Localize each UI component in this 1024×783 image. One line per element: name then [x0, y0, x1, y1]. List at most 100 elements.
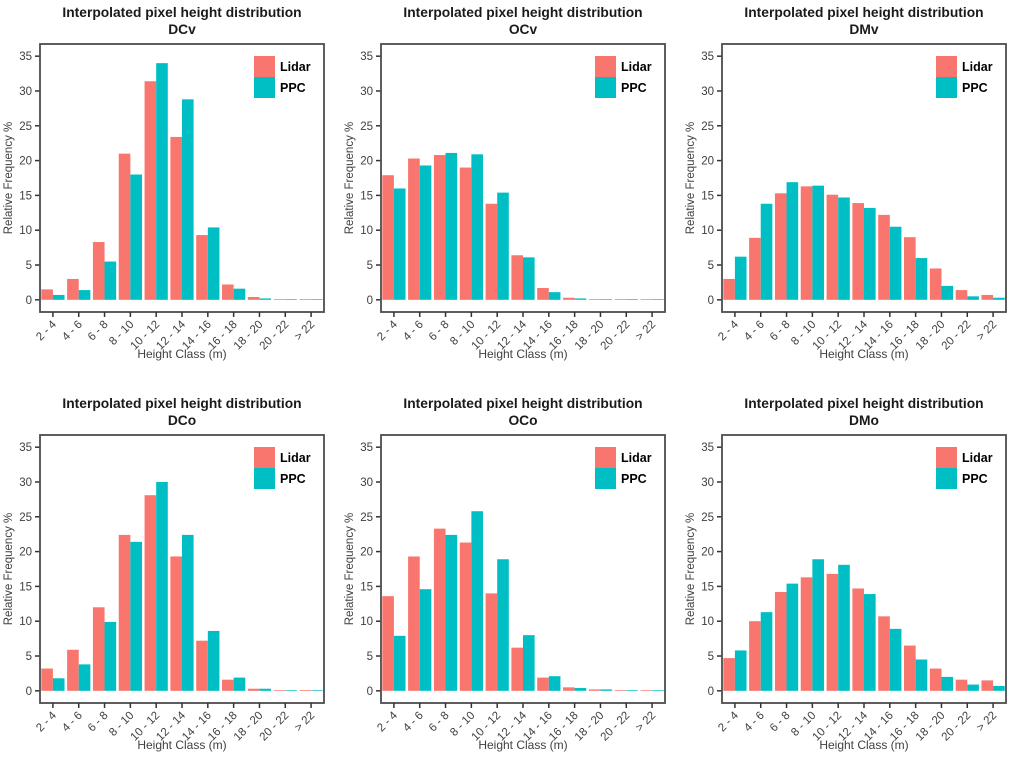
bar-lidar	[826, 194, 839, 300]
bar-ppc	[889, 226, 902, 300]
bar-lidar	[299, 690, 312, 691]
y-tick-label: 30	[701, 86, 714, 98]
x-axis-title: Height Class (m)	[478, 738, 567, 752]
bar-lidar	[144, 495, 157, 691]
bar-ppc	[497, 559, 509, 691]
chart-title: Interpolated pixel height distribution	[744, 5, 983, 20]
bar-ppc	[52, 678, 65, 691]
x-axis-title: Height Class (m)	[137, 738, 226, 752]
y-tick-label: 0	[26, 686, 32, 698]
chart-title: Interpolated pixel height distribution	[62, 5, 301, 20]
x-axis-title: Height Class (m)	[478, 347, 567, 361]
x-tick-label: 4 - 6	[401, 710, 426, 735]
legend-label-ppc: PPC	[280, 81, 306, 95]
chart-subtitle: OCv	[509, 22, 538, 37]
y-tick-label: 30	[701, 477, 714, 489]
legend-label-lidar: Lidar	[621, 60, 652, 74]
y-axis-title: Relative Frequency %	[3, 513, 15, 626]
bar-ppc	[915, 659, 928, 691]
bar-ppc	[78, 290, 91, 300]
bar-ppc	[734, 256, 747, 300]
y-tick-label: 25	[360, 512, 373, 524]
bar-ppc	[285, 690, 297, 691]
legend-swatch-ppc	[595, 77, 616, 98]
y-axis-title: Relative Frequency %	[344, 122, 356, 235]
y-tick-label: 15	[360, 581, 373, 593]
y-tick-label: 0	[26, 295, 32, 307]
chart-svg: Interpolated pixel height distribution OC…	[344, 5, 666, 361]
x-tick-label: > 22	[293, 710, 318, 735]
bar-ppc	[130, 541, 142, 691]
bar-ppc	[523, 635, 535, 691]
legend-swatch-lidar	[595, 56, 616, 77]
y-tick-label: 10	[701, 225, 714, 237]
legend-swatch-lidar	[254, 447, 275, 468]
bar-ppc	[445, 534, 458, 691]
legend-swatch-ppc	[595, 468, 616, 489]
chart-svg: Interpolated pixel height distribution DM…	[685, 5, 1007, 361]
bar-ppc	[182, 99, 194, 300]
bar-ppc	[497, 192, 509, 300]
bar-lidar	[904, 645, 916, 691]
bar-lidar	[222, 679, 234, 691]
bar-ppc	[156, 63, 168, 300]
bar-ppc	[393, 188, 406, 300]
bar-lidar	[144, 81, 157, 300]
x-tick-label: 2 - 4	[34, 318, 59, 343]
chart-svg: Interpolated pixel height distribution DM…	[685, 396, 1007, 752]
y-tick-label: 0	[367, 686, 373, 698]
bar-lidar	[614, 299, 627, 300]
bar-ppc	[600, 299, 613, 300]
legend-label-ppc: PPC	[962, 81, 988, 95]
bar-lidar	[247, 297, 260, 300]
bar-lidar	[563, 687, 575, 691]
y-tick-label: 25	[360, 121, 373, 133]
legend-swatch-ppc	[936, 77, 957, 98]
bar-lidar	[955, 679, 968, 691]
bar-ppc	[548, 676, 561, 691]
x-tick-label: > 22	[975, 710, 1000, 735]
y-tick-label: 15	[19, 190, 32, 202]
bar-ppc	[967, 684, 979, 691]
chart-subtitle: OCo	[508, 413, 537, 428]
bar-lidar	[170, 136, 182, 300]
bar-ppc	[734, 650, 747, 691]
bar-lidar	[981, 294, 994, 300]
bar-lidar	[537, 287, 549, 300]
bar-ppc	[600, 689, 613, 691]
bar-lidar	[433, 155, 446, 300]
chart-svg: Interpolated pixel height distribution OC…	[344, 396, 666, 752]
y-tick-label: 10	[19, 225, 32, 237]
bar-lidar	[800, 577, 813, 691]
legend-label-ppc: PPC	[621, 472, 647, 486]
y-tick-label: 30	[19, 477, 32, 489]
chart-cell: Interpolated pixel height distribution DM…	[682, 0, 1023, 391]
x-tick-label: 20 - 22	[599, 710, 633, 744]
legend-label-ppc: PPC	[621, 81, 647, 95]
x-tick-label: 20 - 22	[599, 319, 633, 353]
chart-title: Interpolated pixel height distribution	[403, 5, 642, 20]
chart-title: Interpolated pixel height distribution	[62, 396, 301, 411]
bar-ppc	[652, 690, 664, 691]
legend-label-ppc: PPC	[280, 472, 306, 486]
bar-lidar	[774, 591, 787, 691]
bar-lidar	[929, 268, 942, 300]
bar-ppc	[993, 297, 1005, 300]
y-axis-title: Relative Frequency %	[685, 122, 697, 235]
y-tick-label: 5	[367, 651, 373, 663]
legend-swatch-lidar	[254, 56, 275, 77]
x-tick-label: 20 - 22	[940, 319, 974, 353]
y-tick-label: 25	[19, 121, 32, 133]
bar-ppc	[760, 203, 773, 300]
bar-lidar	[588, 689, 601, 691]
bar-lidar	[459, 542, 472, 691]
x-tick-label: 4 - 6	[60, 319, 85, 344]
y-tick-label: 35	[360, 442, 373, 454]
y-axis-title: Relative Frequency %	[344, 513, 356, 626]
x-tick-label: 2 - 4	[34, 709, 59, 734]
bar-ppc	[574, 688, 587, 691]
x-tick-label: > 22	[634, 319, 659, 344]
bar-ppc	[52, 294, 65, 300]
y-tick-label: 5	[367, 260, 373, 272]
bar-lidar	[485, 593, 498, 691]
